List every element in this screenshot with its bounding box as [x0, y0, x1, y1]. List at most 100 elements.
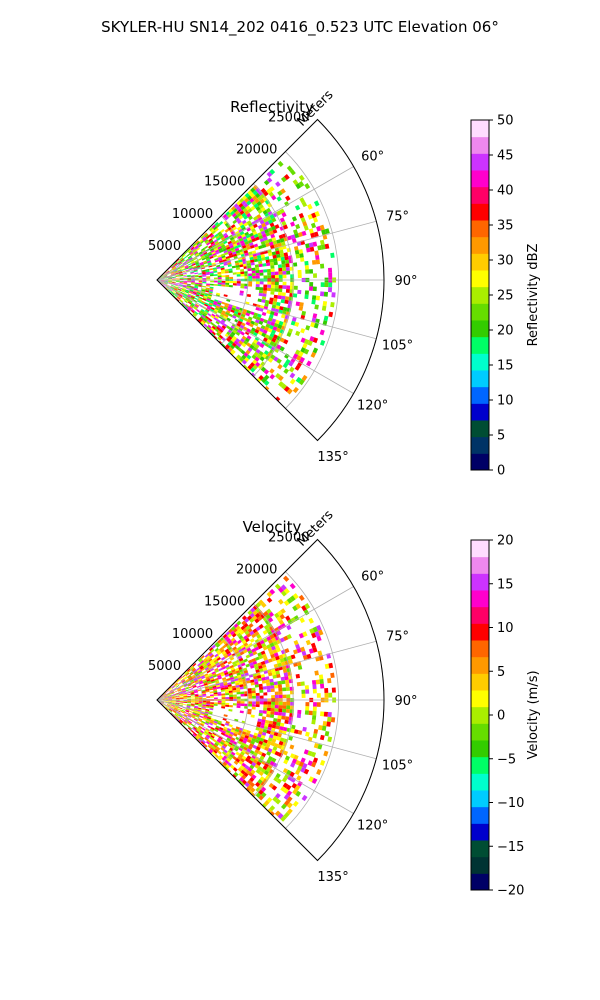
- echo-cell: [255, 326, 261, 331]
- echo-cell: [303, 768, 310, 775]
- echo-cell: [166, 285, 171, 288]
- echo-cell: [182, 716, 186, 720]
- echo-cell: [267, 272, 272, 276]
- echo-cell: [257, 652, 262, 657]
- echo-cell: [258, 599, 264, 605]
- echo-cell: [240, 331, 245, 336]
- echo-cell: [200, 308, 205, 313]
- echo-cell: [177, 290, 181, 293]
- echo-cell: [190, 272, 195, 274]
- echo-cell: [231, 727, 236, 731]
- echo-cell: [271, 225, 277, 231]
- colorbar-segment: [471, 723, 489, 741]
- echo-cell: [230, 238, 236, 243]
- echo-cell: [246, 632, 252, 638]
- echo-cell: [205, 288, 210, 292]
- echo-cell: [177, 288, 182, 292]
- echo-cell: [203, 683, 208, 686]
- echo-cell: [221, 310, 227, 314]
- echo-cell: [221, 255, 226, 259]
- echo-cell: [179, 256, 183, 261]
- echo-cell: [247, 316, 253, 321]
- echo-cell: [168, 687, 172, 691]
- echo-cell: [280, 590, 287, 597]
- echo-cell: [269, 734, 274, 739]
- echo-cell: [227, 639, 233, 645]
- echo-cell: [248, 273, 253, 277]
- echo-cell: [194, 695, 199, 698]
- echo-cell: [182, 261, 187, 265]
- echo-cell: [210, 696, 214, 698]
- echo-cell: [317, 245, 322, 251]
- echo-cell: [205, 720, 210, 724]
- echo-cell: [324, 688, 329, 693]
- echo-cell: [211, 313, 216, 318]
- echo-cell: [220, 664, 226, 668]
- echo-cell: [232, 687, 237, 691]
- echo-cell: [268, 230, 274, 236]
- echo-cell: [220, 236, 226, 241]
- echo-cell: [187, 248, 191, 252]
- echo-cell: [237, 627, 243, 633]
- echo-cell: [174, 692, 179, 695]
- echo-cell: [241, 195, 247, 201]
- echo-cell: [229, 664, 234, 669]
- echo-cell: [213, 697, 218, 700]
- echo-cell: [243, 658, 248, 663]
- echo-cell: [200, 675, 205, 679]
- echo-cell: [281, 680, 286, 685]
- echo-cell: [177, 260, 182, 264]
- echo-cell: [277, 363, 283, 370]
- echo-cell: [205, 287, 210, 290]
- echo-cell: [286, 808, 293, 815]
- echo-cell: [193, 710, 197, 714]
- echo-cell: [194, 702, 199, 705]
- echo-cell: [232, 226, 237, 231]
- echo-cell: [298, 212, 305, 219]
- echo-cell: [301, 374, 308, 382]
- echo-cell: [191, 701, 195, 703]
- echo-cell: [206, 298, 211, 301]
- echo-cell: [331, 687, 336, 693]
- echo-cell: [193, 250, 198, 255]
- echo-cell: [199, 253, 204, 257]
- echo-cell: [170, 712, 175, 716]
- echo-cell: [296, 765, 303, 772]
- echo-cell: [285, 266, 290, 271]
- echo-cell: [279, 306, 284, 311]
- echo-cell: [194, 705, 199, 708]
- echo-cell: [194, 297, 199, 301]
- echo-cell: [268, 672, 273, 677]
- echo-cell: [203, 294, 208, 297]
- echo-cell: [312, 241, 318, 247]
- echo-cell: [168, 697, 172, 699]
- echo-cell: [263, 269, 268, 273]
- echo-cell: [298, 632, 305, 639]
- echo-cell: [283, 575, 290, 582]
- echo-cell: [304, 294, 309, 300]
- echo-cell: [283, 174, 290, 181]
- echo-cell: [263, 380, 270, 386]
- echo-cell: [250, 769, 256, 775]
- echo-cell: [180, 266, 185, 269]
- echo-cell: [185, 297, 190, 301]
- echo-cell: [191, 262, 196, 266]
- echo-cell: [240, 349, 246, 355]
- echo-cell: [254, 739, 260, 744]
- echo-cell: [266, 171, 273, 178]
- echo-cell: [188, 250, 193, 254]
- echo-cell: [187, 277, 192, 279]
- echo-cell: [217, 639, 222, 644]
- echo-cell: [194, 700, 199, 702]
- echo-cell: [214, 328, 219, 333]
- echo-cell: [235, 684, 240, 688]
- echo-cell: [250, 320, 255, 325]
- echo-cell: [190, 286, 195, 288]
- echo-cell: [263, 179, 270, 186]
- echo-cell: [317, 650, 323, 657]
- echo-cell: [271, 194, 277, 201]
- echo-cell: [233, 641, 239, 647]
- echo-cell: [208, 652, 214, 657]
- echo-cell: [295, 301, 301, 307]
- echo-cell: [185, 258, 189, 262]
